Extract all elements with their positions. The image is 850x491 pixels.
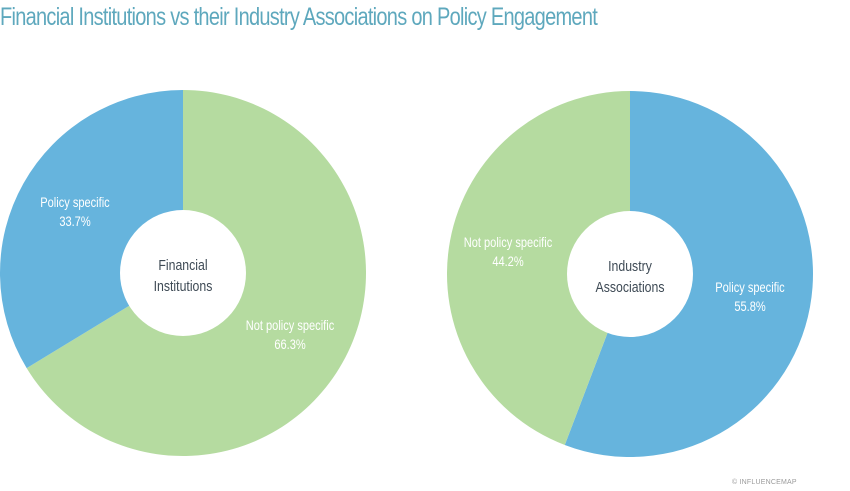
- slice-label-value: 55.8%: [734, 299, 765, 314]
- credit-text: © INFLUENCEMAP: [732, 479, 797, 486]
- center-label-line: Institutions: [154, 278, 213, 294]
- slice-label: Policy specific 33.7%: [40, 195, 109, 229]
- center-label: Financial Institutions: [154, 257, 213, 294]
- donut-chart-1: Financial Institutions Not policy specific…: [0, 89, 367, 456]
- slice-not-policy-specific: [446, 91, 630, 445]
- center-label-line: Financial: [158, 257, 207, 273]
- slice-label-name: Not policy specific: [464, 235, 552, 250]
- chart-title: Financial Institutions vs their Industry…: [0, 3, 598, 31]
- slice-label-name: Policy specific: [715, 280, 784, 295]
- slice-label: Not policy specific 44.2%: [464, 235, 552, 269]
- donut-hole: [567, 211, 693, 337]
- slice-label: Not policy specific 66.3%: [246, 318, 334, 352]
- slice-label: Policy specific 55.8%: [715, 280, 784, 314]
- donut-hole: [120, 210, 246, 336]
- slice-label-name: Not policy specific: [246, 318, 334, 333]
- slice-label-name: Policy specific: [40, 195, 109, 210]
- slice-label-value: 66.3%: [274, 337, 305, 352]
- center-label-line: Associations: [596, 279, 665, 295]
- center-label: Industry Associations: [596, 258, 665, 295]
- donut-chart-2: Industry Associations Policy specific 55.8%…: [446, 91, 813, 457]
- slice-label-value: 33.7%: [59, 214, 90, 229]
- center-label-line: Industry: [608, 258, 652, 274]
- slice-label-value: 44.2%: [492, 254, 523, 269]
